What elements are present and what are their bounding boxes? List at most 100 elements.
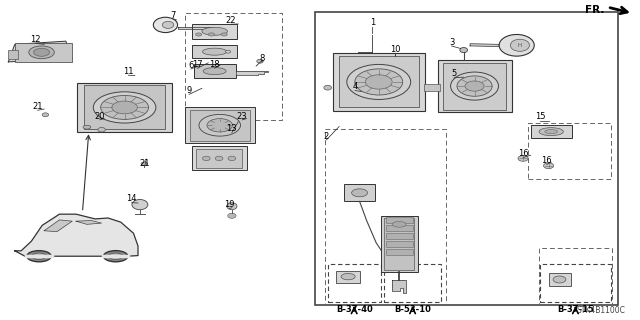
Text: B-53-10: B-53-10 bbox=[394, 305, 431, 314]
Bar bbox=[386, 225, 413, 231]
Ellipse shape bbox=[510, 39, 529, 51]
Bar bbox=[385, 218, 414, 270]
Ellipse shape bbox=[225, 50, 230, 53]
Bar bbox=[196, 148, 242, 168]
Text: 17: 17 bbox=[192, 60, 203, 69]
Text: 5: 5 bbox=[451, 69, 457, 78]
Ellipse shape bbox=[202, 48, 227, 55]
Bar bbox=[189, 110, 250, 141]
Bar bbox=[539, 248, 612, 304]
Bar bbox=[381, 216, 418, 272]
Ellipse shape bbox=[33, 48, 49, 56]
Ellipse shape bbox=[104, 251, 128, 262]
Ellipse shape bbox=[154, 17, 177, 33]
Ellipse shape bbox=[518, 156, 528, 161]
Bar bbox=[336, 270, 360, 283]
Text: 14: 14 bbox=[126, 194, 137, 204]
Ellipse shape bbox=[109, 253, 123, 260]
Ellipse shape bbox=[202, 156, 210, 161]
Ellipse shape bbox=[457, 76, 492, 96]
Bar bbox=[386, 249, 413, 255]
Ellipse shape bbox=[539, 128, 563, 136]
Ellipse shape bbox=[98, 127, 106, 132]
Text: 10: 10 bbox=[390, 44, 401, 54]
Ellipse shape bbox=[207, 119, 232, 132]
Bar bbox=[192, 146, 246, 170]
Ellipse shape bbox=[93, 92, 156, 123]
Text: 19: 19 bbox=[224, 200, 235, 209]
Text: FR.: FR. bbox=[585, 4, 604, 15]
Text: 9: 9 bbox=[186, 86, 192, 95]
Ellipse shape bbox=[543, 163, 554, 169]
Text: 18: 18 bbox=[209, 60, 220, 69]
Ellipse shape bbox=[163, 21, 173, 28]
Bar bbox=[192, 45, 237, 58]
Ellipse shape bbox=[347, 64, 411, 100]
Ellipse shape bbox=[32, 253, 46, 260]
Text: 15: 15 bbox=[535, 113, 545, 122]
Ellipse shape bbox=[351, 189, 367, 197]
Text: 13: 13 bbox=[227, 124, 237, 133]
Bar bbox=[15, 43, 72, 62]
Text: 6: 6 bbox=[188, 60, 194, 69]
Bar bbox=[325, 129, 447, 304]
Text: B-37-15: B-37-15 bbox=[557, 305, 594, 314]
Ellipse shape bbox=[355, 69, 403, 95]
Text: 16: 16 bbox=[518, 149, 529, 158]
Polygon shape bbox=[76, 220, 102, 224]
Ellipse shape bbox=[83, 125, 91, 129]
Ellipse shape bbox=[221, 33, 227, 36]
Bar bbox=[344, 184, 375, 201]
Text: STK4B1100C: STK4B1100C bbox=[577, 306, 625, 315]
Text: 7: 7 bbox=[170, 11, 176, 20]
Text: 20: 20 bbox=[95, 112, 105, 121]
Text: 3: 3 bbox=[449, 38, 454, 47]
Polygon shape bbox=[177, 27, 212, 29]
Ellipse shape bbox=[141, 162, 148, 166]
Text: 2: 2 bbox=[324, 132, 329, 140]
Polygon shape bbox=[392, 280, 406, 293]
Ellipse shape bbox=[228, 156, 236, 161]
Ellipse shape bbox=[227, 203, 237, 210]
Text: 8: 8 bbox=[260, 53, 265, 62]
Bar bbox=[333, 53, 426, 111]
Bar bbox=[384, 264, 442, 302]
Bar bbox=[8, 50, 18, 59]
Ellipse shape bbox=[42, 113, 49, 117]
Bar bbox=[315, 12, 618, 305]
Text: B-37-40: B-37-40 bbox=[336, 305, 372, 314]
Ellipse shape bbox=[499, 35, 534, 56]
Bar bbox=[424, 84, 440, 91]
Ellipse shape bbox=[132, 199, 148, 210]
Bar bbox=[531, 125, 572, 138]
Ellipse shape bbox=[195, 33, 202, 36]
Text: H: H bbox=[518, 43, 522, 48]
Ellipse shape bbox=[545, 130, 557, 134]
Bar bbox=[328, 264, 381, 302]
Ellipse shape bbox=[460, 48, 467, 52]
Polygon shape bbox=[44, 220, 72, 232]
Ellipse shape bbox=[257, 59, 263, 63]
Bar bbox=[548, 273, 571, 286]
Polygon shape bbox=[8, 41, 72, 62]
Bar bbox=[438, 60, 511, 112]
Ellipse shape bbox=[451, 72, 499, 100]
Bar bbox=[444, 62, 506, 110]
Ellipse shape bbox=[365, 75, 392, 89]
Text: 1: 1 bbox=[370, 19, 375, 28]
Ellipse shape bbox=[203, 68, 226, 75]
Bar bbox=[84, 85, 166, 129]
Text: 11: 11 bbox=[123, 67, 134, 76]
Ellipse shape bbox=[392, 221, 406, 227]
Text: 12: 12 bbox=[31, 35, 41, 44]
Bar bbox=[192, 24, 237, 39]
Polygon shape bbox=[470, 44, 499, 47]
Ellipse shape bbox=[112, 101, 138, 114]
Bar bbox=[339, 56, 419, 108]
Bar bbox=[386, 233, 413, 239]
Ellipse shape bbox=[341, 273, 355, 280]
Ellipse shape bbox=[324, 85, 332, 90]
Polygon shape bbox=[236, 71, 268, 75]
Bar bbox=[527, 123, 611, 179]
Bar bbox=[386, 241, 413, 247]
